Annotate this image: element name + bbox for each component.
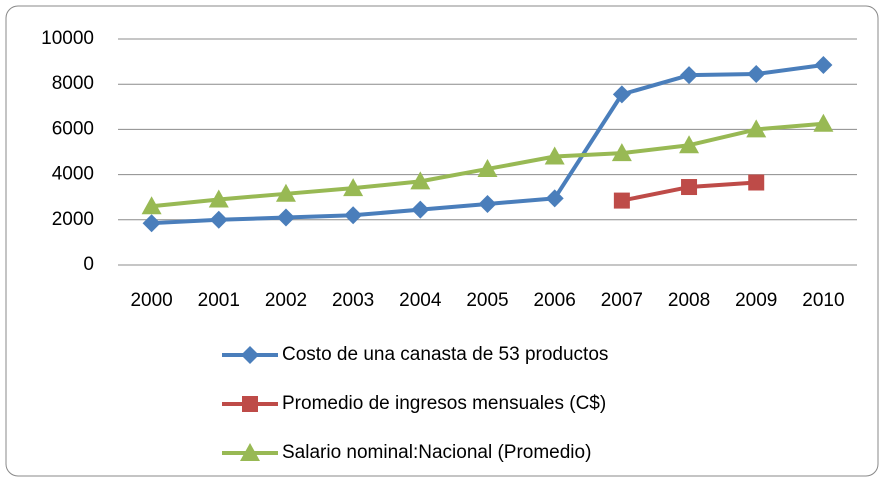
data-point — [681, 179, 698, 196]
legend-label: Costo de una canasta de 53 productos — [282, 344, 608, 365]
x-tick-label: 2005 — [466, 290, 508, 311]
data-point — [477, 158, 498, 177]
data-point — [545, 189, 564, 208]
x-tick-label: 2001 — [198, 290, 240, 311]
x-tick-label: 2007 — [601, 290, 643, 311]
x-tick-label: 2006 — [534, 290, 576, 311]
x-tick-label: 2003 — [332, 290, 374, 311]
data-point — [410, 171, 431, 190]
data-point — [748, 174, 765, 191]
data-point — [343, 178, 364, 197]
data-point — [209, 210, 228, 229]
data-point — [680, 66, 699, 85]
data-point — [142, 214, 161, 233]
data-point — [141, 196, 162, 215]
legend-marker — [242, 396, 258, 412]
data-point — [478, 194, 497, 213]
x-tick-label: 2000 — [130, 290, 172, 311]
legend-label: Salario nominal:Nacional (Promedio) — [282, 442, 591, 463]
data-point — [544, 146, 565, 165]
y-tick-label: 0 — [83, 254, 94, 275]
data-point — [813, 113, 834, 132]
y-tick-label: 6000 — [52, 118, 94, 139]
y-tick-label: 10000 — [41, 28, 94, 49]
y-tick-label: 2000 — [52, 209, 94, 230]
y-tick-label: 8000 — [52, 73, 94, 94]
legend-marker — [240, 443, 260, 461]
data-point — [747, 65, 766, 84]
data-point — [814, 55, 833, 74]
x-tick-label: 2004 — [399, 290, 442, 311]
data-point — [611, 143, 632, 162]
data-point — [275, 183, 296, 202]
data-point — [344, 206, 363, 225]
x-tick-label: 2002 — [265, 290, 307, 311]
data-point — [411, 200, 430, 219]
legend-marker — [241, 346, 259, 364]
legend-label: Promedio de ingresos mensuales (C$) — [282, 393, 606, 414]
chart-border — [5, 5, 879, 477]
data-point — [612, 85, 631, 104]
x-tick-label: 2009 — [735, 290, 777, 311]
x-tick-label: 2008 — [668, 290, 710, 311]
y-tick-label: 4000 — [52, 164, 94, 185]
data-point — [208, 189, 229, 208]
data-point — [679, 135, 700, 154]
data-point — [746, 119, 767, 138]
data-point — [613, 192, 630, 209]
x-tick-label: 2010 — [802, 290, 844, 311]
data-point — [276, 208, 295, 227]
